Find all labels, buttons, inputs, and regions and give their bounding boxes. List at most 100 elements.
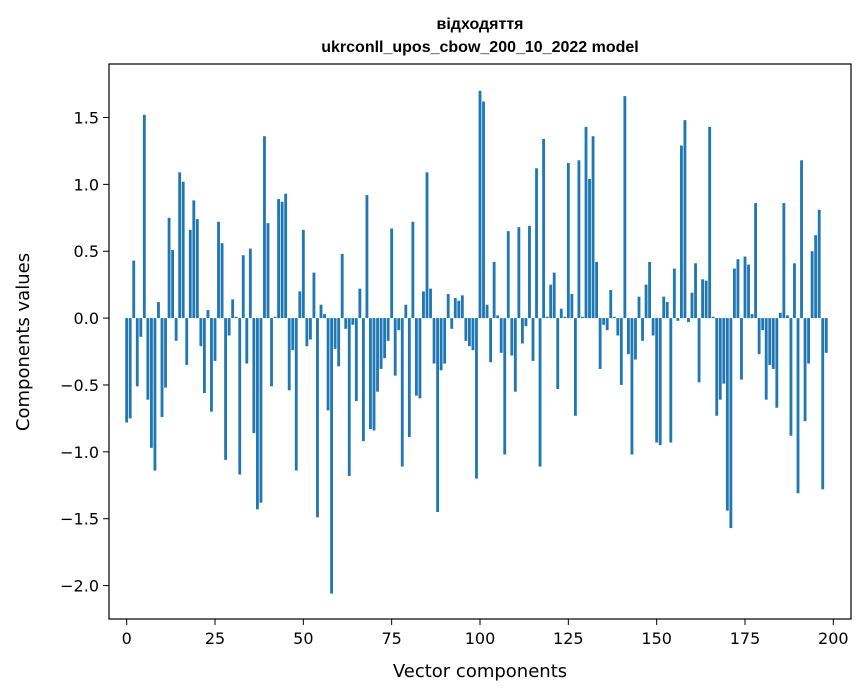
bar bbox=[174, 318, 178, 341]
bar bbox=[566, 162, 570, 319]
bar bbox=[422, 291, 425, 319]
bar bbox=[782, 203, 786, 319]
bar bbox=[280, 201, 284, 319]
bar bbox=[213, 318, 217, 361]
bar bbox=[319, 304, 323, 319]
bar bbox=[694, 263, 697, 319]
y-tick-label: −1.5 bbox=[60, 510, 99, 529]
bar bbox=[457, 300, 461, 319]
bar bbox=[407, 318, 411, 438]
bar bbox=[641, 318, 644, 341]
bar bbox=[227, 318, 231, 336]
bar bbox=[361, 318, 365, 442]
bar bbox=[524, 318, 528, 327]
bar bbox=[800, 160, 803, 319]
bar bbox=[489, 318, 493, 363]
bar bbox=[520, 318, 524, 344]
x-axis-ticks: 0 25 50 75 100 125 150 175 200 bbox=[122, 619, 849, 648]
bar bbox=[467, 318, 471, 347]
bar bbox=[217, 221, 220, 319]
bar bbox=[517, 227, 521, 319]
bar bbox=[570, 294, 574, 319]
bar bbox=[630, 318, 634, 455]
y-axis-label: Components values bbox=[13, 253, 34, 431]
bar bbox=[425, 172, 429, 319]
chart-title: відходяття bbox=[437, 16, 524, 33]
bar bbox=[199, 318, 203, 347]
bar bbox=[754, 203, 758, 319]
bar bbox=[634, 318, 637, 360]
bar bbox=[538, 318, 542, 467]
bar bbox=[255, 318, 259, 510]
bar bbox=[531, 318, 535, 361]
bar bbox=[393, 318, 397, 376]
bar bbox=[552, 272, 556, 319]
bar bbox=[372, 318, 376, 431]
bar bbox=[390, 228, 394, 319]
bar bbox=[418, 318, 422, 399]
bar bbox=[810, 251, 814, 319]
bar bbox=[429, 288, 432, 319]
bar bbox=[344, 318, 348, 329]
bar bbox=[308, 318, 312, 340]
bar bbox=[142, 114, 146, 319]
bar bbox=[397, 318, 401, 331]
x-tick-label: 0 bbox=[122, 629, 132, 648]
x-axis-label: Vector components bbox=[393, 661, 567, 682]
bar bbox=[637, 296, 641, 319]
bar bbox=[824, 318, 828, 353]
bar bbox=[188, 229, 192, 319]
bar bbox=[294, 318, 298, 471]
bar bbox=[475, 318, 478, 479]
bar bbox=[206, 310, 210, 319]
bar bbox=[672, 268, 676, 319]
bar bbox=[351, 318, 355, 325]
bar bbox=[807, 318, 811, 364]
bar bbox=[202, 318, 206, 393]
x-tick-label: 175 bbox=[730, 629, 761, 648]
bar bbox=[400, 318, 404, 467]
bar bbox=[619, 318, 623, 385]
bar bbox=[305, 318, 309, 347]
bar bbox=[595, 261, 599, 319]
bar bbox=[789, 318, 793, 436]
bar bbox=[439, 318, 443, 371]
bar bbox=[711, 316, 715, 319]
bar bbox=[577, 160, 581, 319]
bar bbox=[602, 318, 606, 325]
bar bbox=[248, 248, 252, 319]
bar bbox=[139, 318, 143, 337]
bar bbox=[556, 318, 560, 389]
bar bbox=[234, 316, 238, 319]
bar bbox=[701, 279, 705, 319]
bar bbox=[506, 231, 510, 319]
bar bbox=[492, 261, 496, 319]
bar bbox=[584, 126, 588, 319]
bar bbox=[658, 318, 662, 446]
bar bbox=[747, 264, 750, 319]
bar bbox=[771, 318, 775, 369]
bar bbox=[503, 318, 507, 455]
bar bbox=[644, 284, 648, 319]
bar bbox=[605, 318, 609, 331]
bar bbox=[149, 318, 153, 448]
bar bbox=[616, 318, 620, 336]
bar bbox=[404, 304, 408, 319]
x-tick-label: 150 bbox=[641, 629, 672, 648]
bar bbox=[340, 253, 344, 319]
bar bbox=[725, 318, 729, 511]
y-tick-label: 0.0 bbox=[74, 309, 99, 328]
bar bbox=[528, 225, 531, 319]
bar bbox=[651, 318, 655, 336]
x-tick-label: 100 bbox=[465, 629, 496, 648]
bar bbox=[301, 229, 305, 319]
bar bbox=[764, 318, 768, 400]
bar bbox=[171, 249, 175, 319]
bar bbox=[460, 295, 464, 319]
bar bbox=[718, 318, 722, 400]
bar bbox=[263, 136, 266, 319]
bar bbox=[178, 172, 182, 319]
bar bbox=[411, 221, 415, 319]
bar bbox=[354, 318, 358, 402]
